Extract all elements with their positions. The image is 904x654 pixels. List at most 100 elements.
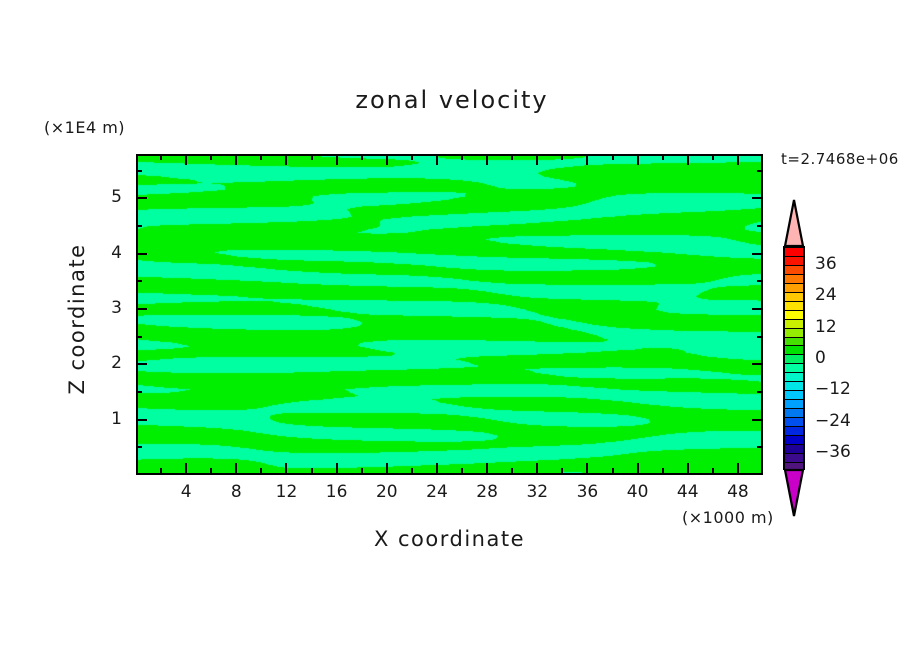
x-tick-major	[385, 463, 388, 474]
colorbar-band	[785, 328, 803, 338]
y-tick-minor	[136, 169, 142, 172]
colorbar-band	[785, 301, 803, 311]
colorbar-band	[785, 462, 803, 472]
contour-plot-area	[136, 154, 763, 475]
y-tick-major-right	[752, 307, 763, 310]
colorbar-band	[785, 274, 803, 284]
x-tick-major	[636, 463, 639, 474]
x-tick-minor-top	[511, 154, 514, 160]
x-tick-major-top	[435, 154, 438, 165]
colorbar-overflow-top-arrow	[783, 199, 805, 248]
colorbar-tick-label: −24	[815, 410, 851, 431]
y-tick-minor	[136, 446, 142, 449]
x-tick-major	[335, 463, 338, 474]
y-tick-minor-right	[757, 335, 763, 338]
x-tick-major-top	[385, 154, 388, 165]
y-tick-major	[136, 307, 147, 310]
colorbar-overflow-bottom-arrow	[783, 468, 805, 517]
x-tick-label: 48	[727, 482, 749, 502]
x-tick-minor-top	[360, 154, 363, 160]
x-tick-major	[235, 463, 238, 474]
x-tick-minor	[561, 468, 564, 474]
x-tick-minor	[461, 468, 464, 474]
colorbar-tick-label: 12	[815, 316, 837, 337]
x-tick-major-top	[586, 154, 589, 165]
x-tick-minor-top	[461, 154, 464, 160]
colorbar-band	[785, 364, 803, 374]
x-tick-minor	[711, 468, 714, 474]
colorbar-band	[785, 418, 803, 428]
x-tick-major	[435, 463, 438, 474]
colorbar-tick-label: −36	[815, 442, 851, 463]
x-tick-minor	[360, 468, 363, 474]
y-tick-major-right	[752, 252, 763, 255]
x-tick-minor-top	[661, 154, 664, 160]
x-tick-major-top	[736, 154, 739, 165]
colorbar-band	[785, 355, 803, 365]
x-tick-major-top	[536, 154, 539, 165]
y-tick-minor-right	[757, 390, 763, 393]
x-tick-minor	[160, 468, 163, 474]
x-tick-major	[586, 463, 589, 474]
y-tick-minor	[136, 390, 142, 393]
y-tick-minor-right	[757, 446, 763, 449]
x-tick-label: 24	[426, 482, 448, 502]
time-annotation: t=2.7468e+06	[781, 150, 899, 168]
colorbar-band	[785, 453, 803, 463]
x-tick-minor	[410, 468, 413, 474]
x-tick-minor-top	[711, 154, 714, 160]
colorbar-band	[785, 283, 803, 293]
x-tick-major-top	[335, 154, 338, 165]
x-axis-title: X coordinate	[373, 527, 526, 551]
colorbar-bands	[783, 246, 805, 472]
colorbar-band	[785, 265, 803, 275]
y-tick-label: 3	[111, 297, 122, 318]
x-tick-label: 4	[180, 482, 192, 502]
colorbar-band	[785, 444, 803, 454]
x-tick-label: 44	[676, 482, 699, 502]
y-tick-minor-right	[757, 169, 763, 172]
x-axis-units-label: (×1000 m)	[682, 508, 774, 527]
colorbar-band	[785, 400, 803, 410]
y-tick-major	[136, 363, 147, 366]
y-tick-major	[136, 252, 147, 255]
z-axis-units-label: (×1E4 m)	[44, 118, 126, 137]
colorbar-tick-label: −12	[815, 379, 851, 400]
y-tick-label: 4	[111, 242, 122, 263]
x-tick-major-top	[686, 154, 689, 165]
x-tick-major-top	[486, 154, 489, 165]
colorbar-band	[785, 409, 803, 419]
x-tick-label: 32	[526, 482, 549, 502]
y-tick-minor	[136, 224, 142, 227]
y-tick-label: 1	[111, 408, 122, 429]
x-tick-major	[486, 463, 489, 474]
x-tick-label: 12	[275, 482, 298, 502]
colorbar-band	[785, 346, 803, 356]
x-tick-label: 16	[325, 482, 348, 502]
x-tick-minor-top	[410, 154, 413, 160]
colorbar-tick-label: 36	[815, 253, 837, 274]
colorbar-band	[785, 248, 803, 257]
y-tick-label: 5	[111, 187, 122, 208]
y-tick-minor-right	[757, 280, 763, 283]
colorbar-band	[785, 337, 803, 347]
x-tick-label: 8	[230, 482, 242, 502]
x-tick-minor	[511, 468, 514, 474]
colorbar-band	[785, 382, 803, 392]
colorbar-band	[785, 436, 803, 445]
x-tick-minor-top	[310, 154, 313, 160]
y-tick-major-right	[752, 418, 763, 421]
x-tick-minor-top	[160, 154, 163, 160]
x-tick-major-top	[636, 154, 639, 165]
x-tick-major	[185, 463, 188, 474]
x-tick-major-top	[285, 154, 288, 165]
colorbar-band	[785, 256, 803, 266]
x-tick-major-top	[235, 154, 238, 165]
x-tick-minor-top	[260, 154, 263, 160]
y-axis-title: Z coordinate	[65, 243, 89, 395]
page-title: zonal velocity	[355, 86, 549, 114]
x-tick-minor-top	[210, 154, 213, 160]
y-tick-major-right	[752, 363, 763, 366]
colorbar-band	[785, 319, 803, 329]
colorbar-tick-label: 24	[815, 285, 837, 306]
